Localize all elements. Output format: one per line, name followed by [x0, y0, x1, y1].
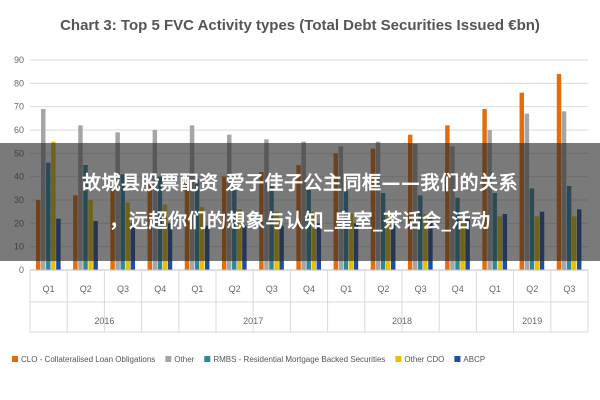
legend-swatch — [204, 356, 211, 362]
x-tick-label: Q4 — [154, 284, 166, 294]
x-tick-label: Q4 — [303, 284, 315, 294]
y-tick-label: 80 — [14, 78, 24, 88]
x-tick-label: Q2 — [80, 284, 92, 294]
legend-swatch — [165, 356, 172, 362]
x-tick-label: Q1 — [191, 284, 203, 294]
overlay-banner — [0, 143, 600, 261]
x-tick-label: Q3 — [563, 284, 575, 294]
x-tick-label: Q3 — [117, 284, 129, 294]
legend-swatch — [454, 356, 461, 362]
chart-title: Chart 3: Top 5 FVC Activity types (Total… — [60, 17, 540, 34]
year-group-label: 2016 — [94, 316, 114, 326]
year-group-label: 2019 — [522, 316, 542, 326]
x-tick-label: Q1 — [43, 284, 55, 294]
year-group-label: 2017 — [243, 316, 263, 326]
y-tick-label: 60 — [14, 125, 24, 135]
x-axis: Q1 Q2 Q3 Q4 Q1 Q2 Q3 Q4 Q1 Q2 Q3 Q4 Q1 Q2 Q3 2016 2017 20… — [29, 269, 589, 333]
year-group-label: 2018 — [392, 316, 412, 326]
overlay-text-line-1: 故城县股票配资 爱子佳子公主同框——我们的关系 — [81, 172, 519, 194]
legend-label: RMBS - Residential Mortgage Backed Secur… — [213, 355, 385, 364]
overlay-text-line-2: ，远超你们的想象与认知_皇室_茶话会_活动 — [109, 210, 491, 232]
x-tick-label: Q4 — [452, 284, 464, 294]
y-tick-label: 70 — [14, 102, 24, 112]
legend: CLO - Collateralised Loan Obligations Oth… — [12, 355, 485, 364]
x-tick-label: Q1 — [489, 284, 501, 294]
legend-swatch — [395, 356, 402, 362]
legend-label: ABCP — [463, 355, 485, 364]
x-tick-label: Q3 — [266, 284, 278, 294]
legend-label: CLO - Collateralised Loan Obligations — [21, 355, 155, 364]
legend-label: Other — [174, 355, 194, 364]
x-tick-label: Q1 — [340, 284, 352, 294]
y-tick-label: 90 — [14, 55, 24, 65]
legend-label: Other CDO — [404, 355, 444, 364]
x-tick-label: Q2 — [526, 284, 538, 294]
x-tick-label: Q3 — [415, 284, 427, 294]
x-tick-label: Q2 — [229, 284, 241, 294]
y-tick-label: 0 — [19, 265, 24, 275]
legend-swatch — [12, 356, 18, 362]
x-tick-label: Q2 — [377, 284, 389, 294]
